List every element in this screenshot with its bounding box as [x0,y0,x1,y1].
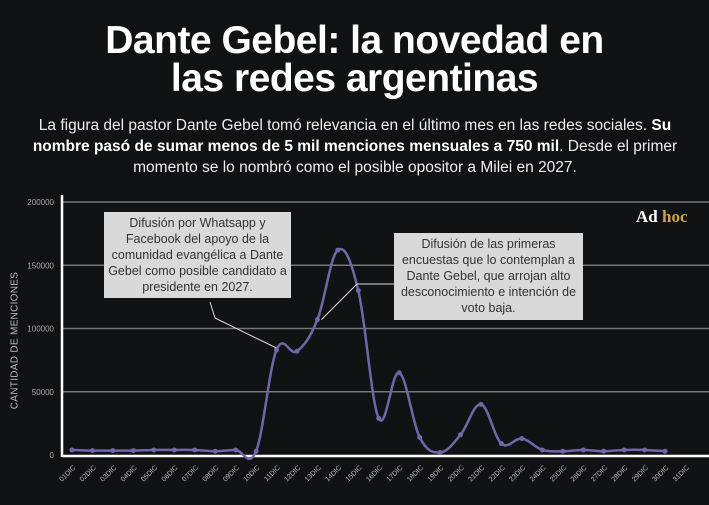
data-point [642,447,648,453]
annotation-encuestas: Difusión de las primeras encuestas que l… [394,233,583,320]
x-tick-label: 04DIC [120,464,139,483]
x-tick-label: 23DIC [508,464,527,483]
data-point [253,448,259,454]
logo-ad: Ad [636,207,658,226]
y-tick-label: 150000 [27,261,54,270]
x-tick-label: 16DIC [365,464,384,483]
data-point [498,441,504,447]
x-tick-label: 06DIC [161,464,180,483]
y-tick-label: 100000 [27,325,54,334]
x-tick-label: 24DIC [529,464,548,483]
x-tick-label: 08DIC [202,464,221,483]
subtitle-text: La figura del pastor Dante Gebel tomó re… [38,117,652,134]
title-line-1: Dante Gebel: la novedad en [105,19,604,62]
annotation-leader-2 [321,283,394,320]
x-tick-label: 02DIC [79,464,98,483]
data-point [580,447,586,453]
x-tick-label: 14DIC [324,464,343,483]
logo-hoc: hoc [661,207,688,226]
data-point [560,448,566,454]
x-tick-label: 28DIC [611,464,630,483]
data-point [314,317,320,323]
data-point [274,347,279,353]
x-tick-label: 05DIC [140,464,159,483]
data-point [519,436,525,442]
x-tick-label: 26DIC [570,464,589,483]
page-title: Dante Gebel: la novedad en las redes arg… [0,19,709,100]
subtitle-highlight: Su nombre pasó de sumar menos de 5 mil m… [32,117,672,155]
x-tick-label: 11DIC [263,464,282,483]
x-tick-label: 01DIC [58,464,77,483]
subtitle: La figura del pastor Dante Gebel tomó re… [30,115,680,178]
data-point [294,348,300,354]
y-tick-label: 50000 [32,388,55,397]
data-point [458,432,464,438]
annotation-leader-1 [209,301,277,349]
data-point [478,401,484,407]
x-tick-label: 22DIC [488,464,507,483]
data-point [417,434,423,440]
y-tick-label: 200000 [27,198,54,207]
data-point [192,447,198,453]
x-tick-label: 21DIC [467,464,486,483]
x-tick-label: 30DIC [651,464,670,483]
x-tick-label: 15DIC [345,464,364,483]
x-tick-label: 03DIC [99,464,118,483]
data-point [89,448,95,454]
x-tick-label: 19DIC [427,464,446,483]
x-tick-label: 07DIC [181,464,200,483]
data-point [662,448,668,454]
data-point [539,447,545,453]
title-line-2: las redes argentinas [170,57,539,100]
data-point [355,288,361,294]
data-point [621,447,627,453]
x-tick-label: 29DIC [631,464,650,483]
x-tick-label: 12DIC [283,464,302,483]
data-point [130,448,136,454]
x-tick-label: 13DIC [304,464,323,483]
subtitle-text-end: . Desde el primer momento se lo nombró c… [133,138,678,176]
data-point [151,447,157,453]
x-tick-label: 27DIC [590,464,609,483]
y-tick-label: 0 [50,451,55,460]
data-point [171,447,177,453]
data-point [376,415,382,421]
data-point [396,370,402,376]
x-tick-label: 25DIC [549,464,568,483]
x-tick-label: 09DIC [222,464,241,483]
data-point [601,448,607,454]
x-tick-label: 31DIC [672,464,691,483]
x-tick-label: 10DIC [242,464,261,483]
x-tick-label: 17DIC [386,464,405,483]
x-tick-label: 18DIC [406,464,425,483]
x-tick-label: 20DIC [447,464,466,483]
data-point [233,447,239,453]
annotation-whatsapp: Difusión por Whatsapp y Facebook del apo… [104,212,291,298]
data-point [110,448,116,454]
data-point [335,247,341,253]
adhoc-logo: Ad hoc [636,207,687,227]
data-point [69,447,75,453]
data-point [212,448,218,454]
data-point [437,449,443,455]
